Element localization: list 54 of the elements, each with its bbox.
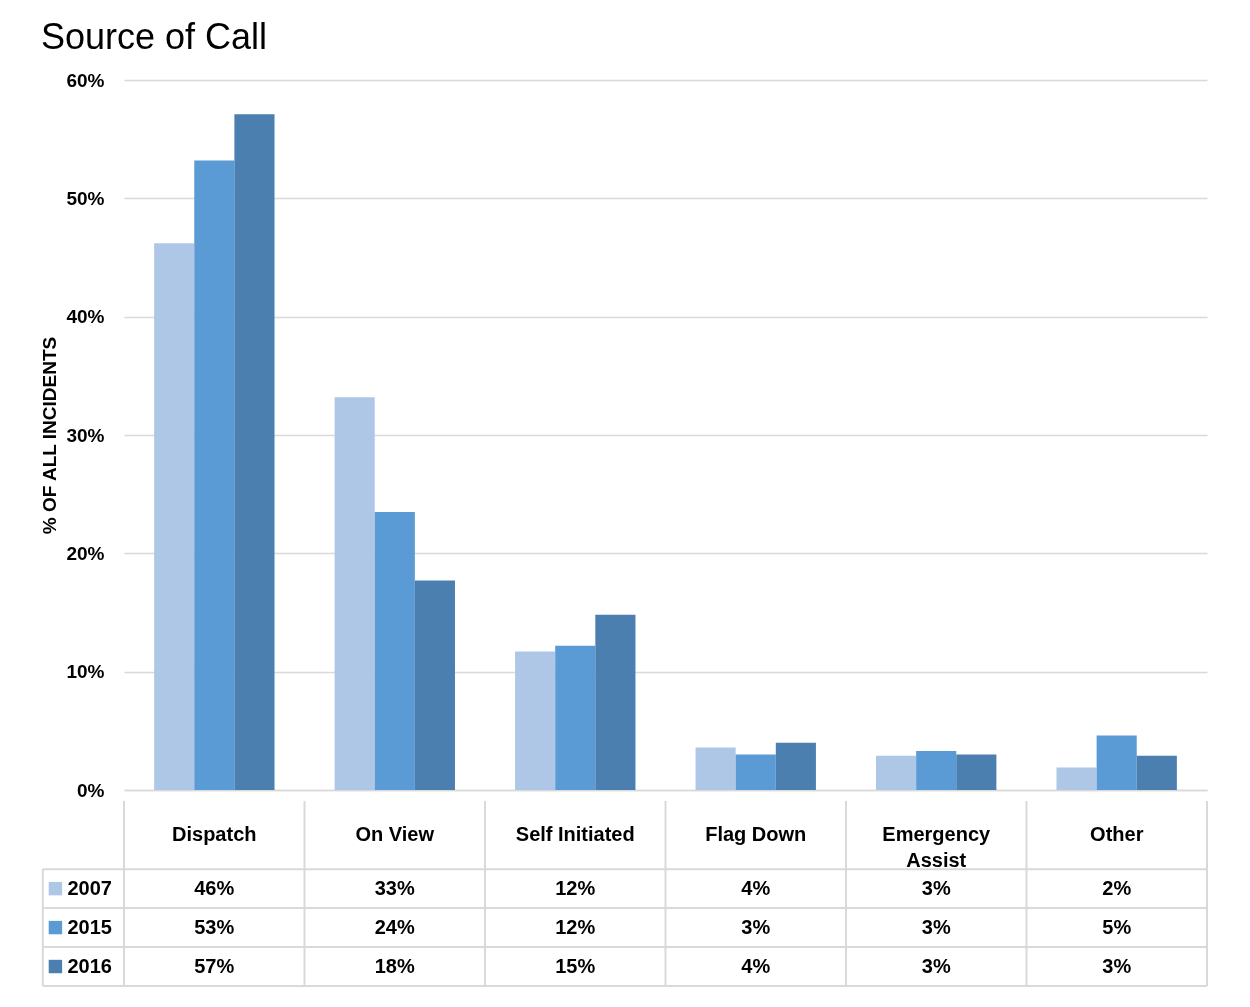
bar: [154, 243, 195, 790]
x-tick-label: Self Initiated: [515, 823, 635, 846]
y-tick-label: 40%: [66, 306, 105, 328]
data-label: 4%: [741, 954, 771, 977]
data-label: 3%: [741, 915, 771, 938]
bar: [735, 754, 776, 790]
bar: [374, 511, 415, 790]
y-tick-label: 0%: [77, 779, 105, 801]
data-label: 46%: [194, 876, 235, 899]
data-label: 3%: [921, 915, 951, 938]
x-tick-label: Flag Down: [705, 823, 807, 846]
bar: [234, 114, 275, 790]
bar: [1136, 755, 1177, 790]
bar: [916, 750, 957, 790]
y-tick-label: 30%: [66, 424, 105, 446]
data-label: 18%: [374, 954, 415, 977]
bar: [1096, 735, 1137, 790]
y-tick-label: 50%: [66, 187, 105, 209]
bar: [555, 645, 596, 790]
data-label: 3%: [921, 954, 951, 977]
x-tick-label: Other: [1090, 823, 1144, 846]
bar: [1056, 767, 1097, 790]
data-label: 2%: [1102, 876, 1132, 899]
x-tick-label: On View: [355, 823, 435, 846]
bar: [334, 397, 375, 790]
y-tick-label: 20%: [66, 542, 105, 564]
data-label: 12%: [555, 915, 596, 938]
bar: [194, 160, 235, 790]
data-label: 33%: [374, 876, 415, 899]
data-label: 5%: [1102, 915, 1132, 938]
data-label: 24%: [374, 915, 415, 938]
bar: [595, 614, 636, 790]
data-label: 3%: [921, 876, 951, 899]
bar: [695, 747, 736, 790]
y-tick-label: 60%: [66, 69, 105, 91]
data-label: 15%: [555, 954, 596, 977]
data-label: 12%: [555, 876, 596, 899]
y-axis-title: % OF ALL INCIDENTS: [39, 336, 61, 535]
bar: [515, 651, 556, 790]
legend-label: 2016: [67, 954, 112, 977]
data-label: 3%: [1102, 954, 1132, 977]
x-tick-label: Emergency Assist: [882, 823, 992, 872]
data-label: 4%: [741, 876, 771, 899]
x-tick-label: Dispatch: [172, 823, 257, 846]
bar: [956, 754, 997, 790]
data-label: 53%: [194, 915, 235, 938]
bar: [775, 742, 816, 790]
chart-title: Source of Call: [40, 16, 268, 57]
y-tick-label: 10%: [66, 661, 105, 683]
legend-label: 2007: [67, 876, 112, 899]
bar: [876, 755, 917, 790]
legend-label: 2015: [67, 915, 112, 938]
data-label: 57%: [194, 954, 235, 977]
bar: [414, 580, 455, 790]
